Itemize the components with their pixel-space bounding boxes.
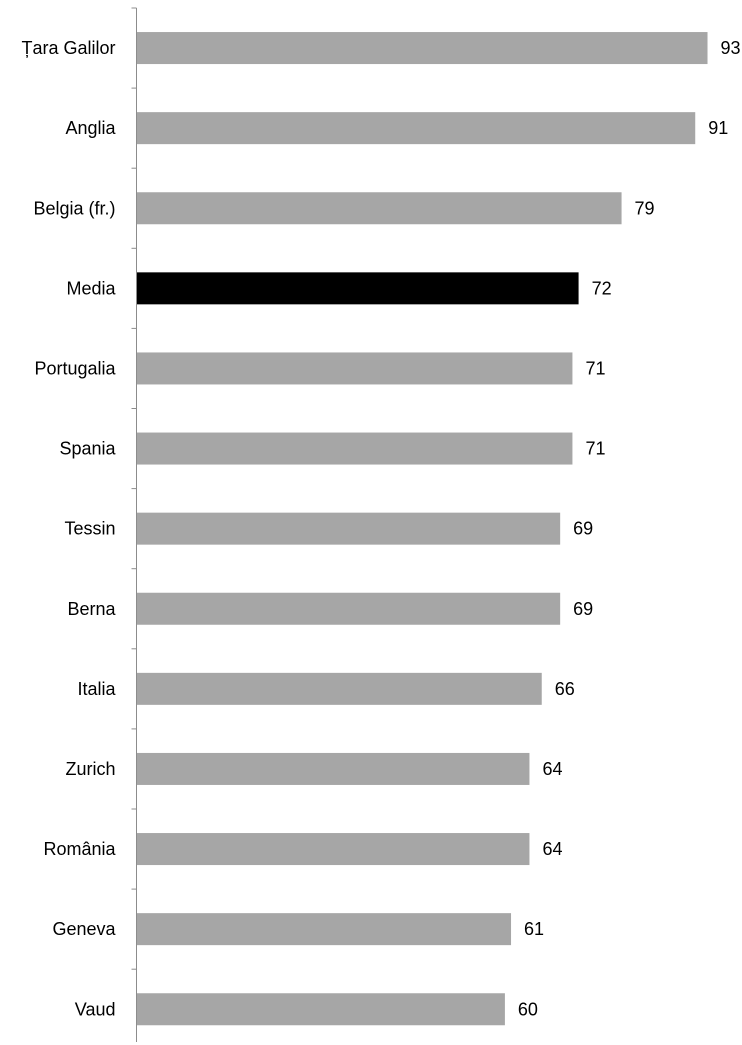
bar-romania <box>136 833 530 866</box>
value-label-zurich: 64 <box>542 759 562 779</box>
value-label-belgia-fr: 79 <box>635 198 655 218</box>
bar-zurich <box>136 752 530 785</box>
value-label-romania: 64 <box>542 839 562 859</box>
category-label-romania: România <box>43 839 116 859</box>
category-label-media: Media <box>66 278 116 298</box>
labels-layer: Țara Galilor 93 Anglia 91 Belgia (fr.) 79 Medi… <box>21 38 740 1019</box>
value-label-portugalia: 71 <box>585 358 605 378</box>
value-label-tessin: 69 <box>573 519 593 539</box>
bar-geneva <box>136 913 512 946</box>
category-label-portugalia: Portugalia <box>34 358 116 378</box>
value-label-spania: 71 <box>585 439 605 459</box>
value-label-media: 72 <box>592 278 612 298</box>
category-label-vaud: Vaud <box>75 999 116 1019</box>
value-label-vaud: 60 <box>518 999 538 1019</box>
bar-anglia <box>136 112 696 145</box>
category-label-geneva: Geneva <box>52 919 116 939</box>
value-label-berna: 69 <box>573 599 593 619</box>
category-label-spania: Spania <box>59 439 116 459</box>
bar-vaud <box>136 993 505 1026</box>
category-axis <box>131 7 137 1042</box>
bar-belgia-fr <box>136 192 622 225</box>
value-label-tara-galilor: 93 <box>721 38 741 58</box>
bars-layer <box>136 32 708 1026</box>
value-label-italia: 66 <box>555 679 575 699</box>
bar-tessin <box>136 512 561 545</box>
value-label-anglia: 91 <box>708 118 728 138</box>
category-label-italia: Italia <box>77 679 116 699</box>
category-label-berna: Berna <box>67 599 116 619</box>
category-label-tessin: Tessin <box>64 519 115 539</box>
bar-spania <box>136 432 573 465</box>
bar-portugalia <box>136 352 573 385</box>
category-label-tara-galilor: Țara Galilor <box>21 38 115 58</box>
value-label-geneva: 61 <box>524 919 544 939</box>
bar-tara-galilor <box>136 32 708 65</box>
bar-media <box>136 272 579 305</box>
bar-berna <box>136 592 561 625</box>
category-label-zurich: Zurich <box>65 759 115 779</box>
category-label-belgia-fr: Belgia (fr.) <box>33 198 115 218</box>
bar-italia <box>136 672 542 705</box>
category-label-anglia: Anglia <box>65 118 116 138</box>
